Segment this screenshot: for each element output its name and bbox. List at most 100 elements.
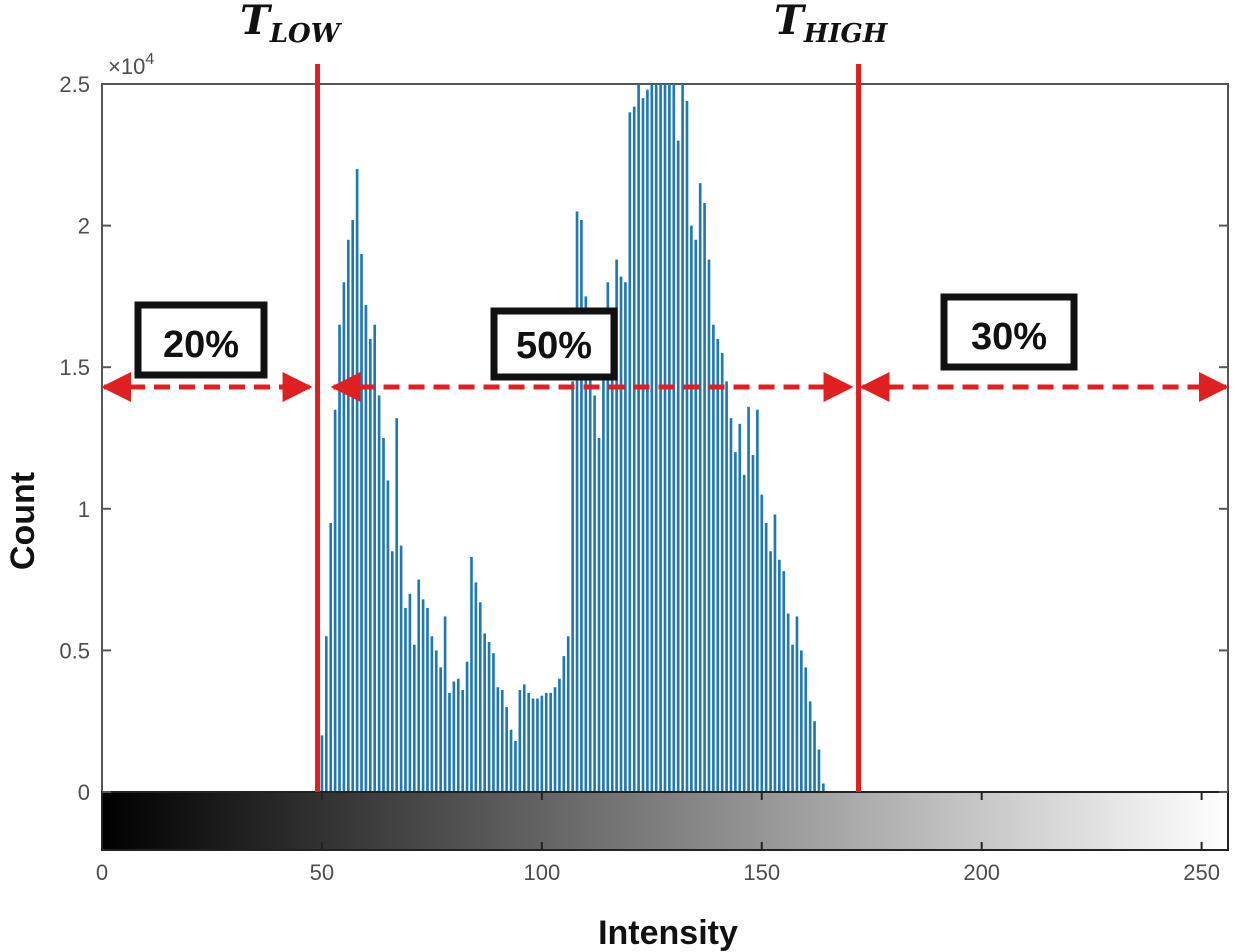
y-tick-label: 0 xyxy=(78,780,90,805)
histogram-bar xyxy=(549,692,552,792)
histogram-bar xyxy=(597,438,601,792)
histogram-bar xyxy=(566,636,570,792)
histogram-bar xyxy=(672,84,676,792)
histogram-bar xyxy=(404,607,407,792)
histogram-bar xyxy=(685,100,689,793)
histogram-bar xyxy=(505,707,508,792)
histogram-bar xyxy=(782,571,786,792)
histogram-bar xyxy=(412,644,416,792)
histogram-bar xyxy=(742,474,746,792)
histogram-bar xyxy=(399,545,403,792)
histogram-bar xyxy=(800,650,803,792)
histogram-bar xyxy=(558,678,561,792)
histogram-bar xyxy=(514,741,517,792)
histogram-bar xyxy=(562,656,566,792)
histogram-bar xyxy=(465,661,469,792)
histogram-bar xyxy=(619,276,623,793)
y-axis-ticks: 0 0.5 1 1.5 2 2.5 xyxy=(59,72,1228,805)
histogram-bar xyxy=(487,641,491,792)
histogram-bar xyxy=(659,84,662,792)
histogram-bar xyxy=(434,650,438,792)
histogram-bar xyxy=(751,454,755,792)
histogram-bar xyxy=(368,338,372,792)
svg-text:50%: 50% xyxy=(516,325,592,367)
histogram-bar xyxy=(738,423,742,792)
histogram-bar xyxy=(676,140,680,792)
histogram-bar xyxy=(426,607,429,792)
histogram-bar xyxy=(756,409,759,792)
histogram-bar xyxy=(338,324,341,792)
histogram-bar xyxy=(681,84,684,792)
histogram-bar xyxy=(382,438,385,792)
histogram-bar xyxy=(593,395,596,792)
histogram-bar xyxy=(452,681,456,792)
histogram-bar xyxy=(540,695,544,792)
t-high-label: THIGH xyxy=(774,0,889,49)
histogram-bar xyxy=(632,106,636,792)
histogram-bar xyxy=(610,310,614,792)
svg-text:20%: 20% xyxy=(163,324,239,366)
histogram-bar xyxy=(478,602,482,792)
histogram-bar xyxy=(606,282,610,792)
histogram-bar xyxy=(602,310,605,792)
histogram-bar xyxy=(544,692,548,792)
y-tick-label: 2 xyxy=(78,214,90,239)
histogram-bar xyxy=(351,219,355,792)
histogram-bar xyxy=(531,698,535,792)
histogram-bar xyxy=(360,253,363,793)
y-tick-label: 1.5 xyxy=(59,355,90,380)
histogram-bar xyxy=(703,202,706,792)
histogram-bar xyxy=(584,296,588,792)
x-axis-title: Intensity xyxy=(598,914,738,952)
histogram-bar xyxy=(791,644,794,792)
histogram-bar xyxy=(408,593,412,792)
x-tick-label: 200 xyxy=(963,860,1000,885)
pct-box-low: 20% xyxy=(134,301,268,379)
histogram-bar xyxy=(483,633,486,792)
histogram-bar xyxy=(822,783,825,792)
histogram-bar xyxy=(355,168,359,792)
histogram-bar xyxy=(786,613,790,792)
histogram-bar xyxy=(694,239,698,792)
histogram-bar xyxy=(470,556,473,792)
histogram-bar xyxy=(500,690,504,792)
y-exponent-power: 4 xyxy=(145,51,154,68)
histogram-bar xyxy=(518,690,522,792)
histogram-bar xyxy=(456,678,460,792)
histogram-bar xyxy=(769,551,772,792)
histogram-bar xyxy=(571,381,574,792)
histogram-bar xyxy=(421,599,425,792)
histogram-bar xyxy=(804,667,808,792)
histogram-bar xyxy=(778,559,781,792)
histogram-bar xyxy=(443,616,447,792)
histogram-bar xyxy=(654,84,658,792)
histogram-bar xyxy=(725,381,728,792)
grayscale-colorbar xyxy=(101,791,1229,851)
x-tick-label: 100 xyxy=(523,860,560,885)
histogram-bar xyxy=(690,225,693,793)
histogram-bar xyxy=(795,616,799,792)
histogram-bar xyxy=(747,406,750,792)
x-tick-label: 250 xyxy=(1183,860,1220,885)
x-tick-label: 50 xyxy=(310,860,334,885)
histogram-bar xyxy=(342,282,346,792)
histogram-bar xyxy=(373,324,377,792)
histogram-bar xyxy=(386,480,390,792)
histogram-bar xyxy=(430,636,434,792)
histogram-bar xyxy=(536,698,539,792)
pct-box-mid: 50% xyxy=(490,307,618,381)
histogram-bar xyxy=(496,687,500,792)
histogram-bar xyxy=(646,89,649,792)
histogram-bar xyxy=(448,692,451,792)
y-axis-title: Count xyxy=(4,472,42,570)
histogram-bar xyxy=(707,259,711,793)
histogram-bar xyxy=(580,219,583,792)
x-tick-label: 150 xyxy=(743,860,780,885)
histogram-bar xyxy=(668,84,671,792)
histogram-bar xyxy=(615,259,618,793)
histogram-bar xyxy=(698,183,702,792)
histogram-bar xyxy=(320,735,324,792)
histogram-bar xyxy=(734,452,737,792)
histogram-bar xyxy=(492,653,495,792)
